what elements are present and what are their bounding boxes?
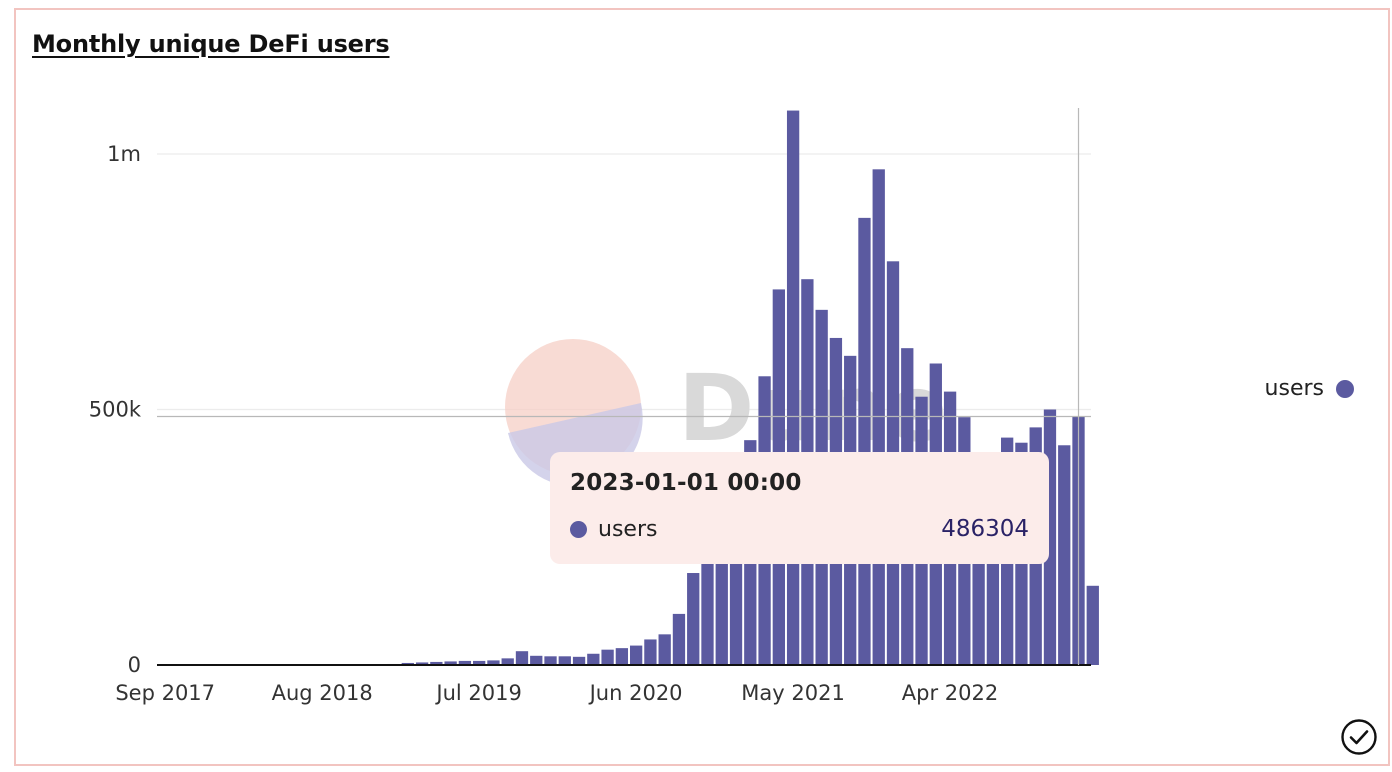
bar[interactable] bbox=[544, 656, 557, 665]
bar[interactable] bbox=[487, 660, 500, 665]
bar[interactable] bbox=[515, 651, 529, 665]
y-tick-label: 1m bbox=[107, 142, 141, 166]
bar[interactable] bbox=[687, 573, 700, 665]
bar[interactable] bbox=[401, 662, 414, 665]
bar[interactable] bbox=[587, 653, 600, 665]
tooltip-series-label: users bbox=[598, 516, 658, 542]
bar[interactable] bbox=[601, 649, 614, 665]
bar[interactable] bbox=[858, 217, 871, 665]
axis-layer: 0 500k 1m Sep 2017 Aug 2018 Jul 2019 Jun 2020 M… bbox=[89, 142, 1091, 705]
legend-dot-icon bbox=[1336, 379, 1354, 398]
bar[interactable] bbox=[715, 532, 728, 665]
bar[interactable] bbox=[530, 655, 543, 665]
bar[interactable] bbox=[672, 613, 686, 665]
bar[interactable] bbox=[872, 169, 885, 665]
x-tick-label: Jul 2019 bbox=[434, 681, 521, 705]
tooltip-series-dot-icon bbox=[570, 520, 587, 538]
x-tick-label: May 2021 bbox=[741, 681, 845, 705]
tooltip-date: 2023-01-01 00:00 bbox=[570, 470, 802, 496]
bar[interactable] bbox=[572, 656, 586, 665]
tooltip-row: users 486304 bbox=[570, 516, 1029, 542]
y-tick-label: 500k bbox=[89, 397, 142, 421]
bar[interactable] bbox=[701, 552, 714, 665]
x-tick-label: Sep 2017 bbox=[115, 681, 215, 705]
bar[interactable] bbox=[415, 662, 429, 665]
bar[interactable] bbox=[1086, 585, 1099, 665]
chart-title[interactable]: Monthly unique DeFi users bbox=[32, 30, 390, 58]
bar[interactable] bbox=[473, 660, 486, 665]
crosshair-layer bbox=[157, 108, 1091, 665]
bar[interactable] bbox=[1058, 445, 1071, 665]
legend[interactable]: users bbox=[1265, 376, 1354, 401]
bar[interactable] bbox=[430, 661, 443, 665]
bar[interactable] bbox=[658, 634, 671, 665]
bar[interactable] bbox=[558, 656, 571, 665]
bar[interactable] bbox=[615, 648, 629, 665]
tooltip-value: 486304 bbox=[941, 516, 1029, 542]
bar[interactable] bbox=[501, 658, 514, 665]
x-tick-label: Aug 2018 bbox=[272, 681, 373, 705]
check-circle-icon[interactable] bbox=[1340, 718, 1378, 756]
bar[interactable] bbox=[629, 645, 643, 665]
bar[interactable] bbox=[786, 110, 800, 665]
y-tick-label: 0 bbox=[128, 653, 141, 677]
legend-label[interactable]: users bbox=[1264, 376, 1324, 401]
x-tick-label: Jun 2020 bbox=[588, 681, 683, 705]
bar[interactable] bbox=[458, 660, 472, 665]
x-tick-label: Apr 2022 bbox=[902, 681, 998, 705]
bar[interactable] bbox=[444, 661, 457, 665]
bar[interactable] bbox=[644, 639, 657, 665]
tooltip: 2023-01-01 00:00 users 486304 bbox=[550, 452, 1049, 564]
